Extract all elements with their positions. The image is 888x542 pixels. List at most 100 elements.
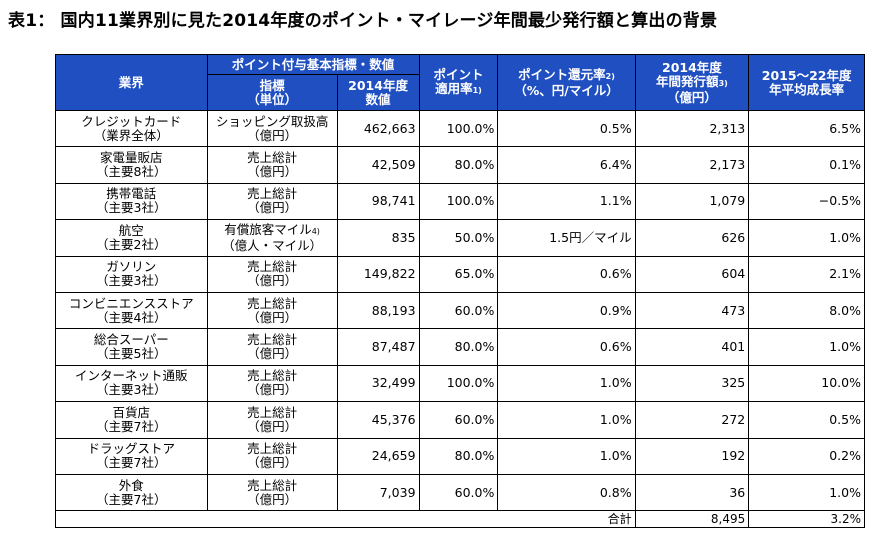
rate-cell: 100.0% [418, 182, 499, 221]
industry-cell: 航空 （主要2社） [55, 219, 208, 257]
value-cell: 32,499 [336, 364, 420, 403]
industry-scope: （主要3社） [96, 200, 167, 216]
table-row: インターネット通販 （主要3社） 売上総計 （億円） 32,499 100.0% 1.0% 3… [55, 364, 865, 403]
indicator-cell: 売上総計 （億円） [206, 182, 338, 221]
growth-cell: 6.5% [748, 109, 865, 148]
indicator-cell: 売上総計 （億円） [206, 401, 338, 439]
indicator-note: 4) [311, 226, 320, 236]
industry-cell: クレジットカード （業界全体） [55, 109, 208, 148]
indicator-unit: （億円） [247, 455, 298, 471]
indicator-cell: 売上総計 （億円） [206, 473, 338, 512]
industry-name: ドラッグストア [87, 441, 176, 457]
return-cell: 1.1% [497, 182, 636, 221]
industry-name: 家電量販店 [100, 150, 163, 166]
indicator-unit: （億人・マイル） [222, 237, 323, 253]
indicator-unit: （億円） [247, 491, 298, 507]
table-row: ガソリン （主要3社） 売上総計 （億円） 149,822 65.0% 0.6% 604 2.1… [55, 255, 865, 293]
indicator-label: 売上総計 [247, 441, 298, 457]
page-title: 表1： 国内11業界別に見た2014年度のポイント・マイレージ年間最少発行額と算… [8, 11, 718, 31]
indicator-unit: （億円） [247, 382, 298, 398]
header-growth: 2015～22年度 年平均成長率 [748, 54, 865, 111]
industry-scope: （主要3社） [96, 273, 167, 289]
industry-cell: ガソリン （主要3社） [55, 255, 208, 293]
indicator-unit: （億円） [247, 164, 298, 180]
industry-cell: 携帯電話 （主要3社） [55, 182, 208, 221]
indicator-label: 売上総計 [247, 477, 298, 493]
table-body: クレジットカード （業界全体） ショッピング取扱高 （億円） 462,663 100.0%… [55, 109, 865, 529]
issue-cell: 2,173 [634, 146, 750, 184]
industry-scope: （主要7社） [96, 418, 167, 434]
table-row: 外食 （主要7社） 売上総計 （億円） 7,039 60.0% 0.8% 36 1.0% [55, 473, 865, 512]
growth-cell: 0.2% [748, 437, 865, 475]
indicator-label: 売上総計 [247, 259, 298, 275]
table-header: 業界 ポイント付与基本指標・数値 ポイント 適用率1) ポイント還元率2) （%… [55, 54, 865, 111]
total-issue: 8,495 [634, 510, 750, 529]
indicator-cell: 売上総計 （億円） [206, 291, 338, 330]
indicator-cell: 売上総計 （億円） [206, 437, 338, 475]
indicator-unit: （億円） [247, 200, 298, 216]
return-cell: 1.0% [497, 437, 636, 475]
total-growth: 3.2% [748, 510, 865, 529]
indicator-label: 売上総計 [247, 186, 298, 202]
industry-scope: （業界全体） [93, 127, 169, 143]
industry-scope: （主要2社） [96, 236, 167, 252]
total-row: 合計 8,495 3.2% [55, 510, 865, 529]
value-cell: 45,376 [336, 401, 420, 439]
return-cell: 1.5円／マイル [497, 219, 636, 257]
industry-cell: 百貨店 （主要7社） [55, 401, 208, 439]
industry-scope: （主要7社） [96, 491, 167, 507]
industry-name: 総合スーパー [93, 332, 169, 348]
growth-cell: 1.0% [748, 328, 865, 366]
value-cell: 462,663 [336, 109, 420, 148]
header-value: 2014年度 数値 [336, 74, 420, 111]
industry-name: インターネット通販 [75, 368, 188, 384]
table-row: クレジットカード （業界全体） ショッピング取扱高 （億円） 462,663 100.0%… [55, 109, 865, 148]
issue-cell: 192 [634, 437, 750, 475]
header-return: ポイント還元率2) （%、円/マイル） [497, 54, 636, 111]
value-cell: 7,039 [336, 473, 420, 512]
table-row: 百貨店 （主要7社） 売上総計 （億円） 45,376 60.0% 1.0% 272 0.5% [55, 401, 865, 439]
issue-cell: 401 [634, 328, 750, 366]
industry-cell: インターネット通販 （主要3社） [55, 364, 208, 403]
industry-cell: 総合スーパー （主要5社） [55, 328, 208, 366]
return-cell: 0.5% [497, 109, 636, 148]
header-issue: 2014年度 年間発行額3) （億円） [634, 54, 750, 111]
value-cell: 42,509 [336, 146, 420, 184]
indicator-label: ショッピング取扱高 [215, 113, 329, 129]
indicator-label: 売上総計 [247, 150, 298, 166]
industry-name: 外食 [118, 477, 144, 493]
issue-cell: 473 [634, 291, 750, 330]
growth-cell: 0.5% [748, 401, 865, 439]
rate-cell: 60.0% [418, 473, 499, 512]
industry-name: 百貨店 [112, 404, 151, 420]
growth-cell: 0.1% [748, 146, 865, 184]
industry-scope: （主要4社） [96, 309, 167, 325]
growth-cell: 10.0% [748, 364, 865, 403]
industry-cell: ドラッグストア （主要7社） [55, 437, 208, 475]
total-label: 合計 [497, 510, 636, 529]
rate-cell: 100.0% [418, 364, 499, 403]
value-cell: 149,822 [336, 255, 420, 293]
header-group: ポイント付与基本指標・数値 [206, 54, 420, 75]
value-cell: 87,487 [336, 328, 420, 366]
return-cell: 0.6% [497, 255, 636, 293]
rate-cell: 50.0% [418, 219, 499, 257]
indicator-label: 売上総計 [247, 295, 298, 311]
industry-scope: （主要7社） [96, 455, 167, 471]
value-cell: 835 [336, 219, 420, 257]
indicator-cell: 売上総計 （億円） [206, 364, 338, 403]
industry-name: ガソリン [106, 259, 157, 275]
value-cell: 88,193 [336, 291, 420, 330]
indicator-label: 売上総計 [247, 368, 298, 384]
issue-cell: 2,313 [634, 109, 750, 148]
indicator-label: 売上総計 [247, 332, 298, 348]
value-cell: 98,741 [336, 182, 420, 221]
indicator-unit: （億円） [247, 273, 298, 289]
industry-scope: （主要3社） [96, 382, 167, 398]
header-industry: 業界 [55, 54, 208, 111]
table-row: 家電量販店 （主要8社） 売上総計 （億円） 42,509 80.0% 6.4% 2,173 0… [55, 146, 865, 184]
indicator-unit: （億円） [247, 346, 298, 362]
data-table: 業界 ポイント付与基本指標・数値 ポイント 適用率1) ポイント還元率2) （%… [55, 54, 865, 529]
rate-cell: 60.0% [418, 291, 499, 330]
indicator-cell: 売上総計 （億円） [206, 255, 338, 293]
